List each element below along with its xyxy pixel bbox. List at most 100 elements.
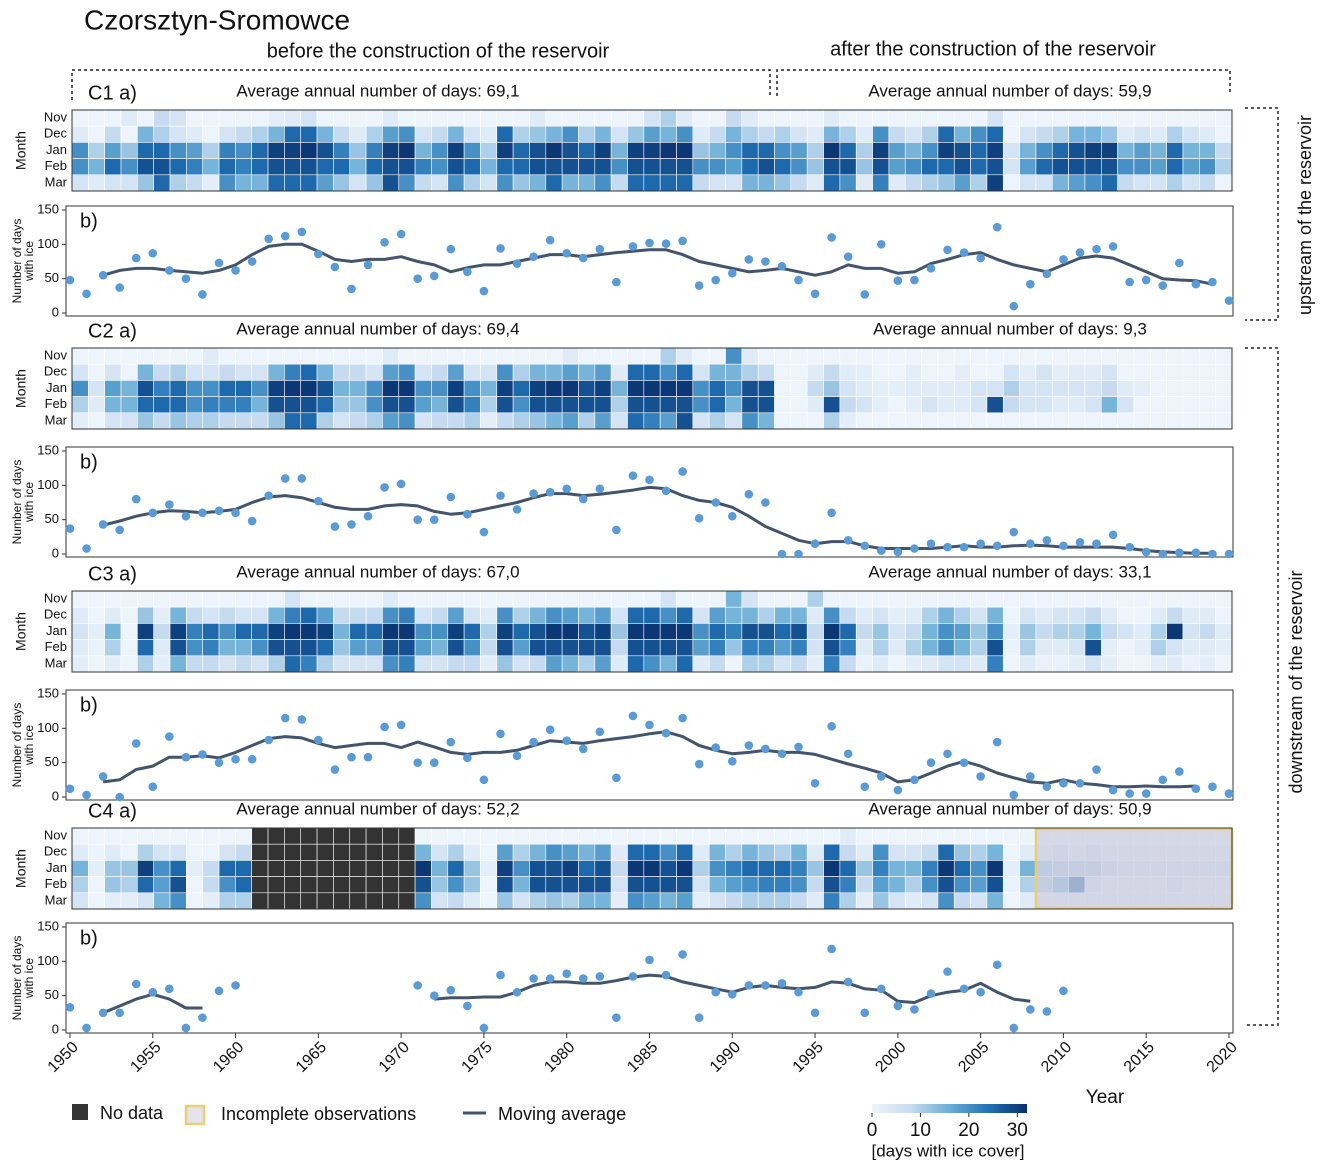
heat-cell — [512, 158, 530, 176]
heat-cell — [284, 142, 302, 159]
month-label: Dec — [44, 364, 68, 379]
heat-cell — [904, 892, 922, 910]
heat-cell — [137, 623, 154, 640]
data-point — [727, 989, 737, 999]
heat-cell — [561, 363, 579, 381]
heat-cell — [1002, 347, 1020, 365]
data-point — [1059, 255, 1068, 264]
heat-cell — [888, 347, 906, 365]
heat-cell — [921, 363, 939, 381]
heat-cell — [104, 396, 122, 414]
data-point — [794, 742, 803, 752]
heat-cell — [953, 623, 971, 640]
x-tick-label: 1955 — [127, 1039, 164, 1076]
heat-cell — [71, 639, 89, 657]
heat-cell — [741, 347, 759, 365]
no-data-cell — [398, 892, 416, 910]
heat-cell — [986, 380, 1004, 397]
heat-cell — [153, 892, 171, 910]
heat-cell — [1100, 380, 1118, 397]
y-axis-label: Month — [13, 849, 29, 888]
heat-cell — [1051, 158, 1069, 176]
data-point — [247, 754, 257, 764]
heat-cell — [594, 174, 612, 192]
heat-cell — [202, 142, 220, 159]
heat-cell — [169, 174, 187, 192]
heat-cell — [839, 827, 857, 845]
heat-cell — [888, 174, 906, 192]
heat-cell — [496, 827, 514, 845]
reach-bracket — [1245, 107, 1279, 1026]
heat-cell — [1051, 363, 1069, 381]
heat-cell — [365, 109, 383, 127]
heat-cell — [872, 827, 890, 845]
heat-cell — [790, 892, 808, 910]
heat-cell — [512, 639, 530, 657]
heat-cell — [235, 892, 253, 910]
heat-cell — [218, 109, 236, 127]
heat-cell — [774, 158, 792, 176]
month-label: Mar — [45, 174, 68, 189]
heat-cell — [578, 174, 596, 192]
heat-cell — [120, 380, 138, 397]
heat-cell — [627, 876, 645, 894]
data-point — [595, 727, 605, 737]
heat-cell — [904, 590, 922, 608]
heat-cell — [1002, 827, 1020, 845]
x-tick-label: 2020 — [1204, 1039, 1241, 1076]
heat-cell — [692, 590, 710, 608]
heat-cell — [986, 843, 1004, 861]
heat-cell — [104, 860, 122, 877]
heat-cell — [1084, 380, 1102, 397]
heat-cell — [594, 623, 612, 640]
data-point — [645, 955, 654, 965]
heat-cell — [153, 125, 171, 143]
heat-cell — [953, 655, 971, 673]
heat-cell — [741, 174, 759, 192]
heat-cell — [1019, 639, 1037, 657]
heat-cell — [104, 827, 122, 845]
heat-cell — [267, 174, 285, 192]
data-point — [429, 271, 439, 281]
data-point — [1125, 542, 1134, 552]
data-point — [446, 244, 456, 254]
heat-cell — [349, 639, 367, 657]
heat-cell — [496, 158, 514, 176]
heat-cell — [463, 142, 481, 159]
heat-cell — [1051, 174, 1069, 192]
heat-cell — [1002, 109, 1020, 127]
data-point — [463, 509, 472, 519]
heat-cell — [431, 606, 449, 624]
data-point — [678, 467, 687, 476]
heat-cell — [398, 158, 416, 176]
heat-cell — [970, 174, 988, 192]
heat-cell — [774, 827, 792, 845]
heat-cell — [512, 827, 530, 845]
month-label: Feb — [45, 876, 67, 891]
heat-cell — [823, 174, 841, 192]
heat-cell — [512, 109, 530, 127]
heat-cell — [823, 827, 841, 845]
heat-cell — [382, 142, 400, 159]
heat-cell — [186, 623, 204, 640]
heat-cell — [888, 158, 906, 176]
data-point — [926, 264, 936, 273]
heat-cell — [202, 412, 220, 430]
heat-cell — [774, 590, 792, 608]
heat-cell — [757, 590, 775, 608]
data-point — [959, 248, 969, 257]
heat-cell — [414, 142, 432, 159]
x-tick-label: 1965 — [293, 1039, 330, 1076]
heat-cell — [1199, 174, 1216, 192]
heat-cell — [120, 639, 138, 657]
heat-cell — [169, 142, 187, 159]
heat-cell — [1117, 639, 1135, 657]
heat-cell — [953, 606, 971, 624]
heat-cell — [953, 892, 971, 910]
heat-cell — [561, 109, 579, 127]
heat-cell — [1182, 109, 1200, 127]
heat-cell — [218, 125, 236, 143]
heat-cell — [790, 606, 808, 624]
data-point — [612, 525, 621, 535]
data-point — [711, 275, 721, 285]
